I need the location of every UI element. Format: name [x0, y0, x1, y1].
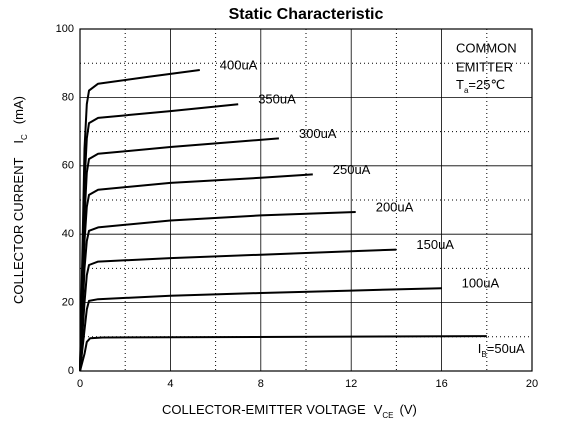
x-axis-label: COLLECTOR-EMITTER VOLTAGE VCE (V) — [162, 402, 417, 420]
x-axis-subscript: CE — [382, 411, 393, 420]
y-tick-label: 100 — [56, 23, 74, 35]
y-axis-label: COLLECTOR CURRENT IC (mA) — [11, 96, 29, 304]
annotation-symbol: T — [456, 77, 464, 92]
curve — [79, 173, 313, 372]
curve-label: 400uA — [220, 57, 258, 72]
x-tick-label: 12 — [345, 378, 357, 390]
y-tick-label: 20 — [62, 297, 74, 309]
annotation-line: EMITTER — [456, 59, 513, 74]
annotation-subscript: a — [464, 86, 469, 95]
x-tick-label: 20 — [526, 378, 538, 390]
curve-label: 250uA — [333, 162, 371, 177]
y-tick-label: 40 — [62, 228, 74, 240]
curve-label: 200uA — [376, 199, 414, 214]
x-axis-label-text: COLLECTOR-EMITTER VOLTAGE — [162, 402, 366, 417]
x-tick-label: 8 — [258, 378, 264, 390]
curve — [79, 211, 356, 372]
curve — [79, 287, 442, 372]
y-axis-label-text: COLLECTOR CURRENT — [11, 158, 26, 304]
curve — [79, 335, 487, 372]
x-tick-label: 16 — [435, 378, 447, 390]
chart-title: Static Characteristic — [229, 6, 384, 23]
curve — [79, 69, 200, 372]
annotation-value: =25℃ — [468, 77, 505, 92]
annotation-line: COMMON — [456, 40, 517, 55]
y-axis-unit: (mA) — [11, 96, 26, 124]
y-axis-subscript: C — [20, 134, 29, 140]
x-tick-label: 0 — [77, 378, 83, 390]
curve-label-name: =50uA — [487, 342, 525, 357]
curve-label: 350uA — [258, 92, 296, 107]
x-axis-unit: (V) — [400, 402, 417, 417]
x-axis-symbol: V — [374, 402, 383, 417]
y-tick-label: 60 — [62, 160, 74, 172]
x-tick-label: 4 — [167, 378, 173, 390]
curve-label: 150uA — [416, 237, 454, 252]
curve-label: 300uA — [299, 126, 337, 141]
plot-frame — [79, 28, 533, 372]
curve-label: IB=50uA — [478, 342, 525, 360]
curve-label-subscript: B — [481, 350, 486, 359]
curve-label-symbol: I — [478, 342, 482, 357]
annotation-temp: Ta=25℃ — [456, 77, 505, 95]
curve — [79, 248, 397, 372]
y-axis-symbol: I — [11, 140, 26, 144]
y-tick-label: 0 — [68, 365, 74, 377]
curve-label: 100uA — [462, 276, 500, 291]
y-tick-label: 80 — [62, 91, 74, 103]
